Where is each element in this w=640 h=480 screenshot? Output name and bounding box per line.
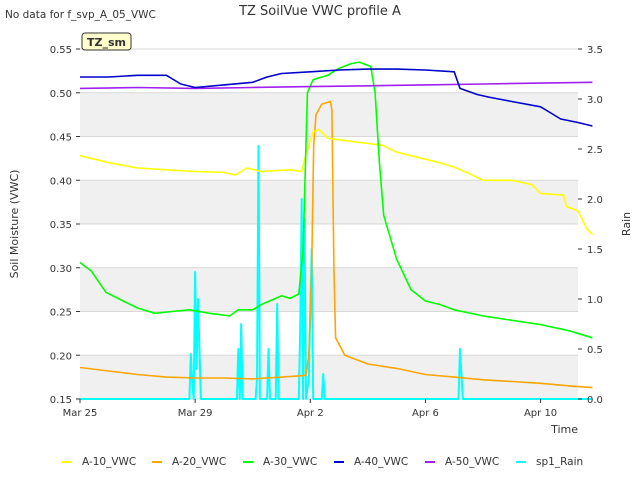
y2-tick-label: 3.0 (587, 95, 603, 106)
y2-tick-label: 0.5 (587, 345, 603, 356)
y-tick-label: 0.15 (50, 395, 72, 406)
series-line-sp1-rain (80, 145, 593, 400)
y-tick-label: 0.55 (50, 45, 72, 56)
series-line-a-50-vwc (79, 81, 593, 90)
y2-tick-label: 2.5 (587, 145, 603, 156)
x-tick-label: Apr 2 (297, 408, 324, 419)
series-layer (79, 61, 593, 400)
y2-axis-label: Rain (620, 212, 633, 236)
y-tick-label: 0.40 (50, 176, 72, 187)
y2-tick-label: 0.0 (587, 395, 603, 406)
grid-band (80, 267, 578, 312)
legend: A-10_VWC A-20_VWC A-30_VWC A-40_VWC A-50_VWC… (62, 456, 583, 468)
y-tick-label: 0.20 (50, 351, 72, 362)
annotation-label: TZ_sm (87, 36, 126, 49)
x-tick-label: Mar 25 (63, 408, 98, 419)
y2-tick-label: 1.0 (587, 295, 603, 306)
legend-item-a-40-vwc: A-40_VWC (334, 456, 408, 468)
chart-title: TZ SoilVue VWC profile A (238, 4, 401, 19)
grid-lines (80, 48, 578, 400)
grid-band (80, 180, 578, 224)
x-tick-label: Apr 6 (412, 408, 439, 419)
legend-label: A-10_VWC (82, 456, 136, 468)
legend-label: A-20_VWC (172, 456, 226, 468)
series-line-a-20-vwc (79, 100, 593, 389)
y-tick-label: 0.35 (50, 220, 72, 231)
y-tick-label: 0.45 (50, 133, 72, 144)
x-tick-label: Apr 10 (524, 408, 557, 419)
legend-item-a-20-vwc: A-20_VWC (152, 456, 226, 468)
y-tick-label: 0.30 (50, 264, 72, 275)
no-data-message: No data for f_svp_A_05_VWC (5, 9, 156, 21)
y2-tick-label: 2.0 (587, 195, 603, 206)
axes: 0.15 0.20 0.25 0.30 0.35 0.40 0.45 0.50 0.55 0.0 0… (50, 45, 603, 419)
series-line-a-40-vwc (80, 68, 593, 127)
legend-label: A-50_VWC (445, 456, 499, 468)
y2-tick-label: 3.5 (587, 45, 603, 56)
x-axis-label: Time (550, 423, 578, 436)
legend-item-a-30-vwc: A-30_VWC (243, 456, 317, 468)
y-axis-label: Soil Moisture (VWC) (8, 170, 21, 279)
grid-band (80, 92, 578, 137)
y-tick-label: 0.50 (50, 89, 72, 100)
x-tick-label: Mar 29 (178, 408, 213, 419)
y2-tick-label: 1.5 (587, 245, 603, 256)
legend-label: sp1_Rain (536, 456, 583, 468)
legend-item-sp1-rain: sp1_Rain (516, 456, 583, 468)
legend-item-a-50-vwc: A-50_VWC (425, 456, 499, 468)
series-line-a-10-vwc (79, 128, 593, 236)
legend-item-a-10-vwc: A-10_VWC (62, 456, 136, 468)
grid-band (80, 355, 578, 399)
legend-label: A-30_VWC (263, 456, 317, 468)
y-tick-label: 0.25 (50, 308, 72, 319)
legend-label: A-40_VWC (354, 456, 408, 468)
annotation-box: TZ_sm (81, 32, 132, 51)
